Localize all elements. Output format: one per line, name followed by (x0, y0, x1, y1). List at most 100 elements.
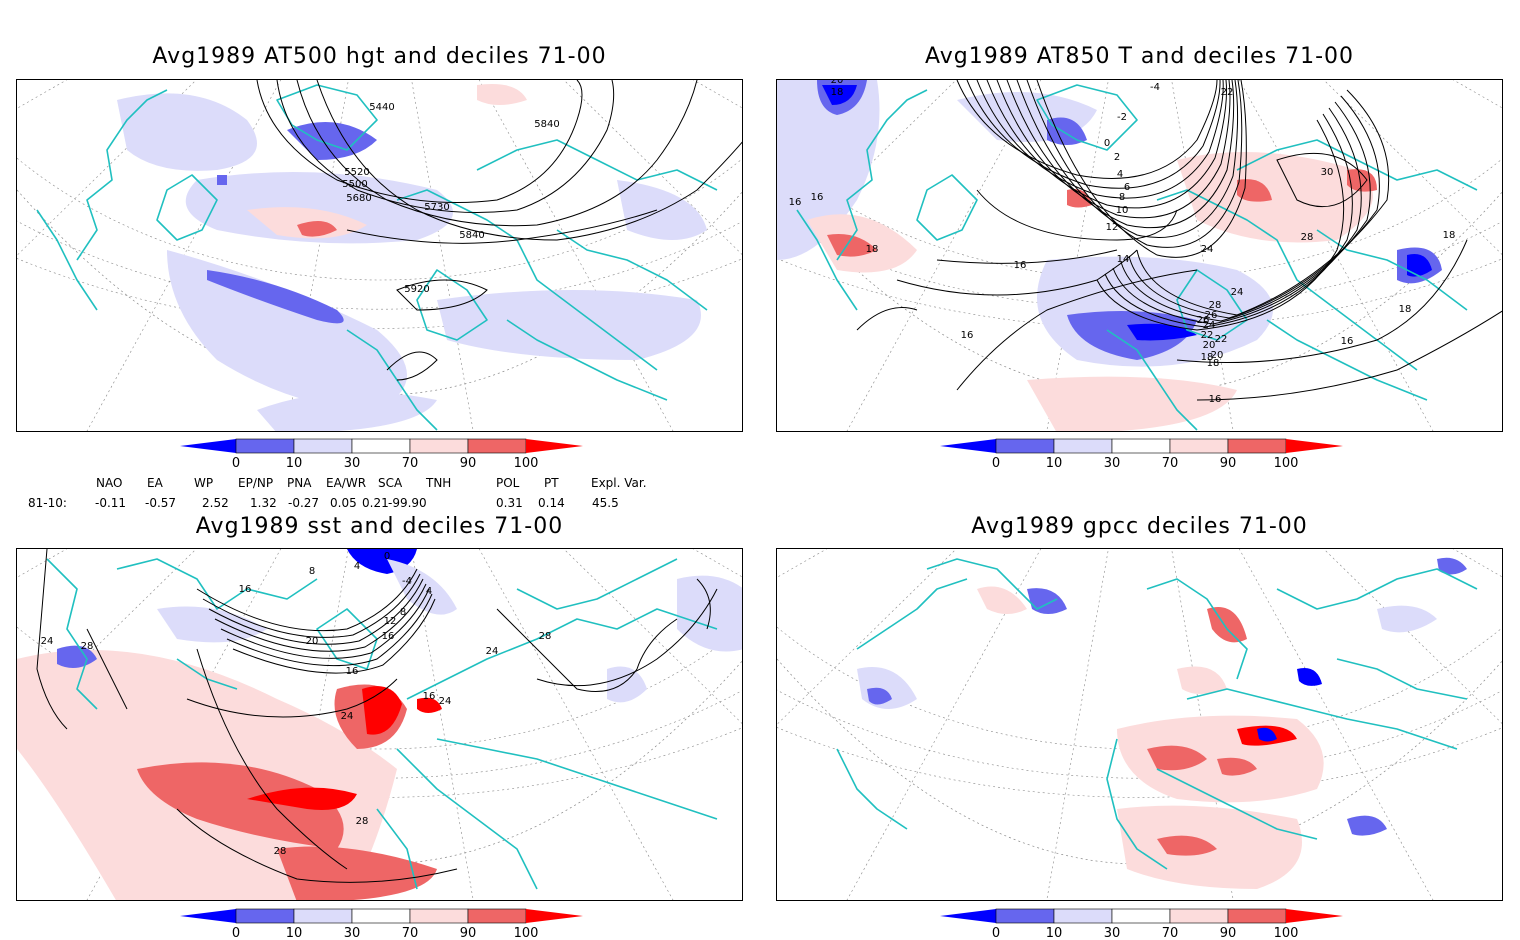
contour-label: 4 (1117, 169, 1123, 180)
coastline (1186, 688, 1458, 750)
contour-line (386, 351, 438, 381)
contour-line (276, 80, 615, 213)
contour-label: 28 (356, 816, 369, 827)
map-t850: 20181618161416121086420-2-41618202224262… (777, 80, 1502, 431)
contour-line (956, 80, 1218, 179)
decile-shading (1257, 727, 1277, 742)
contour-label: 0 (1104, 138, 1110, 149)
contour-label: 4 (426, 586, 432, 597)
contour-line (696, 578, 711, 630)
coastline (1336, 658, 1468, 700)
meridian-line (563, 80, 742, 255)
decile-shading (157, 606, 267, 643)
contour-line (196, 648, 348, 870)
coastline (416, 269, 488, 341)
meridian-line (17, 549, 197, 725)
decile-shading (387, 559, 457, 615)
colorbar-segment (995, 908, 1055, 924)
colorbar-tick-label: 70 (402, 456, 419, 470)
contour-label: 24 (486, 646, 499, 657)
contour-label: 5920 (404, 284, 429, 295)
contour-line (196, 568, 418, 632)
contour-label: 28 (1209, 300, 1222, 311)
contour-label: 16 (423, 691, 436, 702)
contour-label: 16 (961, 330, 974, 341)
coastline (46, 558, 98, 710)
contour-line (1276, 152, 1368, 208)
contour-label: 5520 (344, 167, 369, 178)
decile-shading (1377, 605, 1437, 633)
decile-shading (277, 846, 437, 900)
coastline (506, 319, 668, 401)
contour-label: 14 (1117, 254, 1130, 265)
contour-label: 26 (1205, 310, 1218, 321)
contour-line (316, 80, 742, 241)
contour-label: 30 (1321, 167, 1334, 178)
colorbar-tick-label: 10 (1046, 926, 1063, 940)
contour-line (1196, 310, 1502, 401)
contour-label: 20 (306, 636, 319, 647)
contour-label: 18 (831, 87, 844, 98)
coastline (1106, 738, 1168, 870)
contour-label: 24 (1203, 320, 1216, 331)
contour-line (1016, 80, 1239, 239)
colorbar-segment (1169, 438, 1229, 454)
indices-row-label: 81-10: (28, 496, 67, 510)
colorbar-gpcc: 0 10 30 70 90 100 (940, 908, 1343, 940)
colorbar-arrow-high (1286, 909, 1343, 923)
contour-label: 5680 (346, 193, 371, 204)
colorbar-tick-label: 0 (232, 926, 240, 940)
meridian-line (846, 80, 1042, 431)
decile-shading (137, 762, 344, 849)
coastline (76, 89, 168, 261)
coastline (406, 608, 718, 700)
contour-line (396, 279, 488, 311)
colorbar-segment (467, 908, 527, 924)
contour-label: 24 (41, 636, 54, 647)
contour-line (296, 80, 698, 227)
coastline (276, 84, 378, 151)
contour-line (220, 588, 430, 659)
colorbar-tick-label: 10 (286, 456, 303, 470)
decile-shading (207, 270, 344, 324)
contour-line (208, 578, 424, 645)
contour-line (1006, 80, 1235, 229)
coastline (316, 608, 378, 670)
contour-line (856, 307, 918, 331)
colorbar-segment (351, 438, 411, 454)
contour-line (36, 549, 68, 730)
contour-line (496, 608, 678, 692)
idx-value-sca: 0.21 (362, 496, 389, 510)
contour-line (1112, 107, 1362, 325)
colorbar-segment (467, 438, 527, 454)
colorbar-segment (235, 438, 295, 454)
colorbar-tick-label: 90 (1220, 926, 1237, 940)
idx-value-pol: 0.31 (496, 496, 523, 510)
coastline (116, 558, 318, 610)
decile-shading (1177, 152, 1373, 243)
meridian-line (1323, 80, 1502, 255)
colorbar-tick-label: 100 (514, 456, 539, 470)
decile-shading (247, 787, 357, 810)
meridian-line (1323, 549, 1502, 724)
contour-line (966, 80, 1221, 189)
colorbar-tick-label: 90 (460, 926, 477, 940)
colorbar-arrow-low (940, 909, 996, 923)
contour-label: 20 (1203, 340, 1216, 351)
contour-label: 6 (1124, 182, 1130, 193)
colorbar-tick-label: 10 (1046, 456, 1063, 470)
meridian-line (478, 80, 674, 431)
colorbar-segment (293, 908, 353, 924)
coastline (1146, 578, 1248, 680)
coastline (926, 558, 1058, 610)
contour-line (202, 573, 421, 638)
decile-shading (857, 667, 917, 709)
colorbar-segment (351, 908, 411, 924)
contour-line (1036, 80, 1247, 258)
map-panel-sst: 24 28 16 8 4 0 -4 4 8 12 16 20 16 24 28 24 28 24 16 28 (16, 548, 743, 901)
colorbar-arrow-high (526, 439, 583, 453)
decile-shading (1237, 179, 1272, 202)
idx-header-explvar: Expl. Var. (591, 476, 647, 490)
contour-line (1136, 89, 1390, 316)
